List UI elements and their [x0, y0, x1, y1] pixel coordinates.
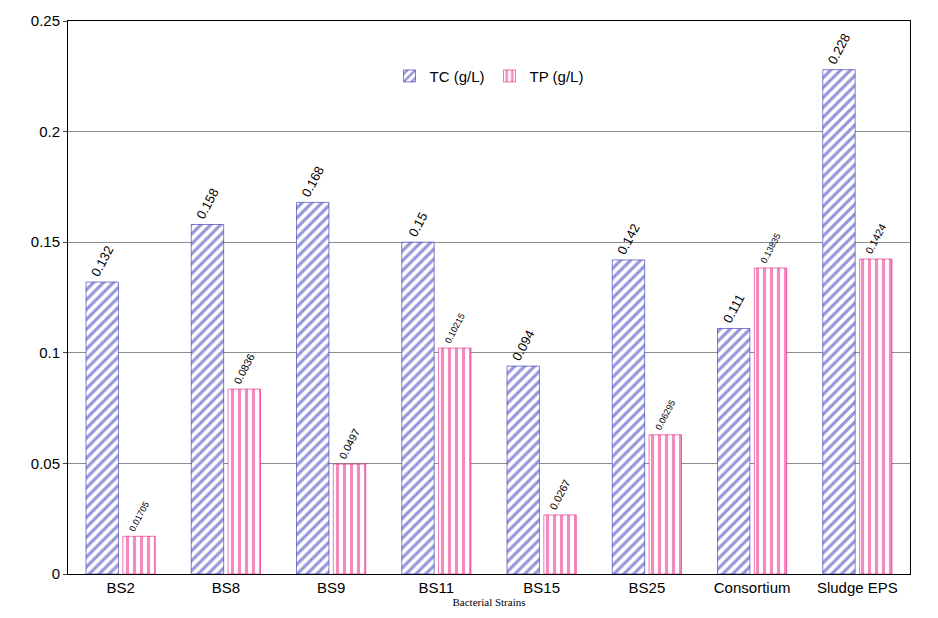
- svg-text:BS8: BS8: [212, 579, 240, 596]
- svg-text:0.15: 0.15: [31, 233, 60, 250]
- svg-text:BS2: BS2: [106, 579, 134, 596]
- svg-text:0.228: 0.228: [825, 31, 853, 67]
- svg-text:0.168: 0.168: [298, 164, 326, 200]
- svg-text:0.111: 0.111: [720, 291, 748, 325]
- svg-text:0.142: 0.142: [614, 221, 642, 257]
- svg-text:0.1424: 0.1424: [863, 221, 889, 255]
- svg-text:TC (g/L): TC (g/L): [430, 68, 485, 85]
- svg-text:0.10215: 0.10215: [443, 312, 467, 345]
- svg-text:0.2: 0.2: [39, 123, 60, 140]
- svg-text:Consortium: Consortium: [714, 579, 791, 596]
- svg-text:0.15: 0.15: [405, 210, 430, 239]
- svg-text:BS25: BS25: [629, 579, 666, 596]
- svg-text:0.094: 0.094: [509, 327, 537, 363]
- svg-text:Bacterial Strains: Bacterial Strains: [452, 596, 525, 608]
- svg-text:0.1: 0.1: [39, 344, 60, 361]
- svg-text:0.0267: 0.0267: [547, 477, 573, 511]
- svg-text:0.25: 0.25: [31, 12, 60, 29]
- svg-text:BS9: BS9: [317, 579, 345, 596]
- svg-text:0.05: 0.05: [31, 455, 60, 472]
- svg-text:0.13835: 0.13835: [759, 232, 783, 265]
- svg-text:0: 0: [52, 565, 60, 582]
- svg-text:0.0497: 0.0497: [336, 427, 362, 461]
- svg-text:0.06295: 0.06295: [653, 398, 677, 431]
- svg-text:0.132: 0.132: [88, 243, 116, 279]
- svg-text:TP (g/L): TP (g/L): [530, 68, 584, 85]
- svg-text:0.01705: 0.01705: [127, 500, 151, 533]
- svg-text:0.158: 0.158: [193, 186, 221, 222]
- svg-text:BS15: BS15: [523, 579, 560, 596]
- svg-text:Sludge EPS: Sludge EPS: [817, 579, 898, 596]
- svg-text:0.0836: 0.0836: [231, 352, 257, 386]
- svg-text:BS11: BS11: [419, 579, 455, 596]
